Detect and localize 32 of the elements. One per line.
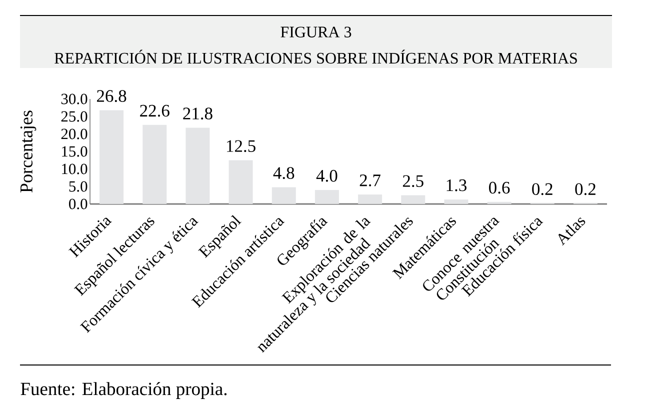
chart-subtitle: REPARTICIÓN DE ILUSTRACIONES SOBRE INDÍGENAS POR MATERIAS bbox=[54, 50, 577, 64]
data-label: 1.3 bbox=[446, 179, 466, 192]
y-tick-label: 0.0 bbox=[69, 198, 88, 210]
y-tick-label: 20.0 bbox=[61, 128, 88, 140]
y-tick-label: 10.0 bbox=[62, 164, 88, 174]
data-label: 21.8 bbox=[183, 108, 212, 120]
bar bbox=[228, 160, 253, 204]
y-tick-label: 15.0 bbox=[62, 146, 88, 157]
data-label: 4.0 bbox=[316, 170, 338, 182]
y-tick-label: 30.0 bbox=[61, 94, 88, 104]
bar bbox=[142, 124, 167, 204]
data-label: 12.5 bbox=[227, 140, 256, 152]
bar bbox=[444, 199, 468, 204]
bar bbox=[314, 190, 339, 204]
data-label: 22.6 bbox=[140, 104, 170, 117]
data-label: 26.8 bbox=[96, 90, 126, 102]
data-label: 4.8 bbox=[273, 167, 294, 180]
y-tick-label: 5.0 bbox=[69, 181, 88, 192]
y-tick-label: 25.0 bbox=[61, 111, 88, 122]
bar bbox=[272, 187, 296, 204]
y-axis-title: Porcentajes bbox=[20, 110, 36, 192]
data-label: 0.2 bbox=[575, 183, 596, 196]
bar bbox=[358, 194, 382, 204]
data-label: 2.5 bbox=[402, 175, 424, 188]
source-note: Fuente: Elaboración propia. bbox=[20, 382, 227, 399]
bar bbox=[100, 110, 124, 204]
data-label: 0.6 bbox=[489, 182, 510, 194]
chart-title: FIGURA 3 bbox=[280, 26, 352, 38]
data-label: 0.2 bbox=[532, 183, 552, 196]
bar bbox=[401, 195, 426, 204]
data-label: 2.7 bbox=[360, 174, 380, 186]
bar bbox=[186, 128, 210, 204]
